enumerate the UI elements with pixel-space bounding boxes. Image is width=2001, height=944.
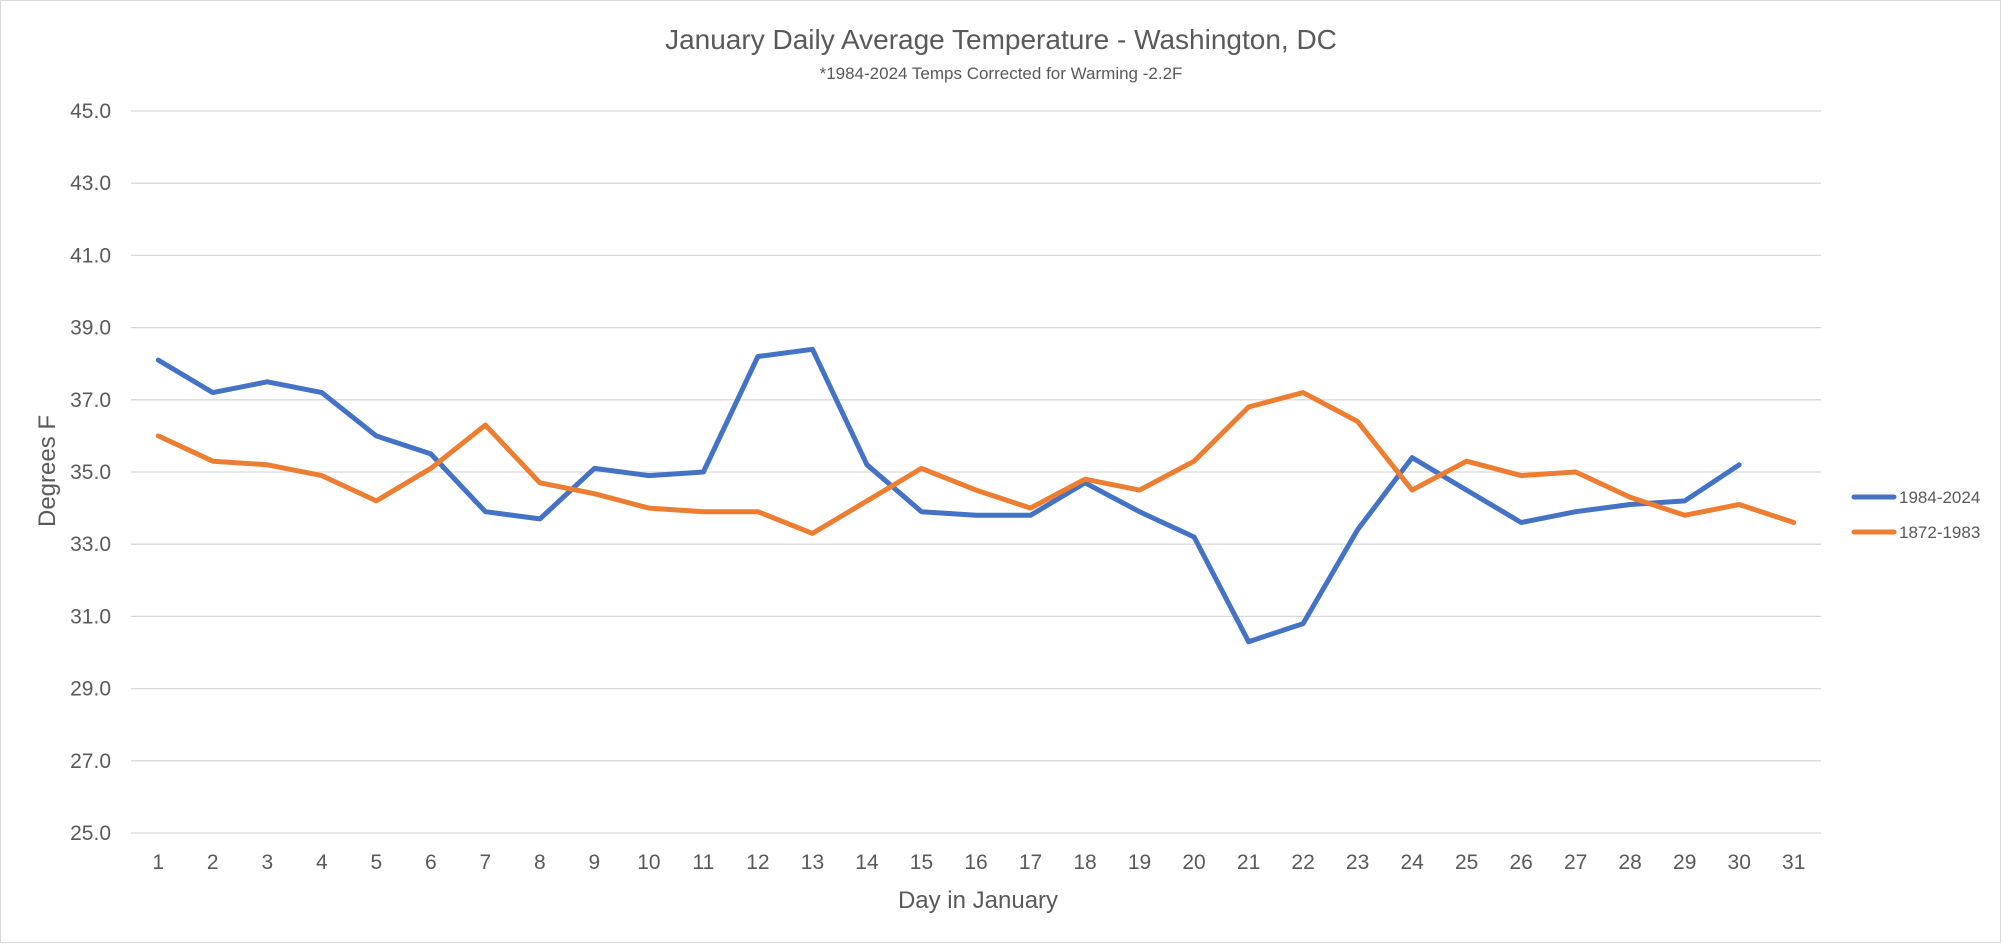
chart-title: January Daily Average Temperature - Wash…	[665, 24, 1337, 55]
series-line-1	[155, 346, 1742, 645]
gridlines	[131, 110, 1821, 834]
x-tick-label: 13	[801, 851, 824, 874]
y-axis-ticks: 25.0 27.0 29.0 31.0 33.0 35.0 37.0 39.0 41.0 43.0…	[70, 100, 111, 845]
x-tick-label: 18	[1073, 851, 1096, 874]
x-tick-label: 26	[1509, 851, 1532, 874]
x-tick-label: 3	[261, 851, 273, 874]
y-tick-label: 27.0	[70, 750, 111, 773]
x-tick-label: 9	[589, 851, 601, 874]
x-tick-label: 27	[1564, 851, 1587, 874]
x-tick-label: 15	[910, 851, 933, 874]
legend: 1984-2024 1872-1983	[1851, 488, 1980, 542]
y-tick-label: 45.0	[70, 100, 111, 123]
x-tick-label: 11	[693, 851, 715, 874]
x-tick-label: 12	[746, 851, 769, 874]
x-tick-label: 7	[480, 851, 492, 874]
legend-label: 1872-1983	[1899, 523, 1980, 542]
x-axis-ticks: 1 2 3 4 5 6 7 8 9 10 11 12 13 14 15 16 17 18 19 20 21 22 23 24 2…	[152, 851, 1805, 874]
series-line-2	[155, 390, 1797, 536]
x-tick-label: 25	[1455, 851, 1478, 874]
x-tick-label: 10	[637, 851, 660, 874]
y-axis-title: Degrees F	[34, 415, 61, 527]
x-tick-label: 14	[855, 851, 879, 874]
y-tick-label: 41.0	[70, 244, 111, 267]
x-tick-label: 1	[152, 851, 164, 874]
x-tick-label: 22	[1291, 851, 1314, 874]
x-axis-title: Day in January	[898, 887, 1058, 914]
y-tick-label: 29.0	[70, 678, 111, 701]
x-tick-label: 23	[1346, 851, 1369, 874]
y-tick-label: 25.0	[70, 822, 111, 845]
x-tick-label: 8	[534, 851, 546, 874]
y-tick-label: 31.0	[70, 605, 111, 628]
x-tick-label: 24	[1400, 851, 1424, 874]
x-tick-label: 6	[425, 851, 437, 874]
x-tick-label: 19	[1128, 851, 1151, 874]
legend-label: 1984-2024	[1899, 488, 1980, 507]
y-tick-label: 39.0	[70, 317, 111, 340]
y-tick-label: 43.0	[70, 172, 111, 195]
x-tick-label: 17	[1019, 851, 1042, 874]
y-tick-label: 37.0	[70, 389, 111, 412]
x-tick-label: 21	[1237, 851, 1260, 874]
x-tick-label: 20	[1182, 851, 1205, 874]
x-tick-label: 30	[1728, 851, 1751, 874]
y-tick-label: 33.0	[70, 533, 111, 556]
x-tick-label: 5	[370, 851, 382, 874]
x-tick-label: 16	[964, 851, 987, 874]
x-tick-label: 31	[1782, 851, 1805, 874]
x-tick-label: 4	[316, 851, 328, 874]
series-lines	[155, 346, 1797, 645]
x-tick-label: 28	[1619, 851, 1642, 874]
y-tick-label: 35.0	[70, 461, 111, 484]
chart-subtitle: *1984-2024 Temps Corrected for Warming -…	[820, 64, 1183, 83]
x-tick-label: 29	[1673, 851, 1696, 874]
x-tick-label: 2	[207, 851, 219, 874]
